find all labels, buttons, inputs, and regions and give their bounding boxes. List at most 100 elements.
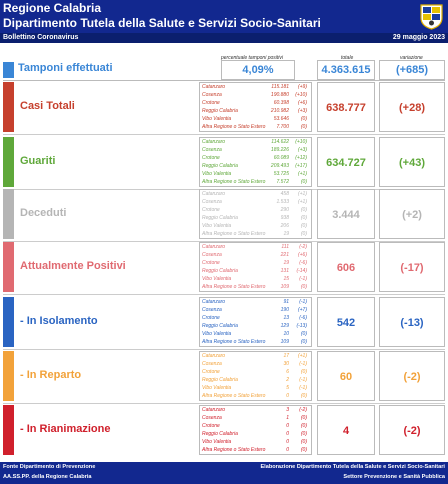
province-name: Vibo Valentia <box>202 171 232 177</box>
province-table: Catanzaro 114.622 (+10) Cosenza 189.226 (+3) C… <box>199 137 312 187</box>
section-attualmente: Attualmente Positivi Catanzaro 111 (-2) Cose… <box>0 242 448 292</box>
province-value: 60.398 <box>273 100 289 106</box>
section-label: - In Rianimazione <box>20 423 111 435</box>
divider <box>3 294 445 295</box>
province-value: 189.226 <box>270 147 289 153</box>
bulletin-bar: Bollettino Coronavirus 29 maggio 2023 <box>0 33 448 43</box>
province-row: Vibo Valentia 53.646 (0) <box>200 115 311 123</box>
section-color-bar <box>3 351 14 401</box>
province-value: 10 <box>283 331 289 337</box>
province-name: Crotone <box>202 260 220 266</box>
province-row: Cosenza 190.880 (+10) <box>200 91 311 99</box>
section-variation: (-13) <box>379 297 445 347</box>
province-delta: (0) <box>300 124 307 130</box>
province-name: Reggio Calabria <box>202 268 238 274</box>
province-delta: (+9) <box>297 84 307 90</box>
province-row: Vibo Valentia 0 (0) <box>200 438 311 446</box>
province-name: Cosenza <box>202 147 222 153</box>
header-bar: Regione Calabria Dipartimento Tutela del… <box>0 0 448 33</box>
province-value: 17 <box>283 353 289 359</box>
province-row: Reggio Calabria 210.982 (+3) <box>200 107 311 115</box>
province-name: Cosenza <box>202 199 222 205</box>
province-name: Reggio Calabria <box>202 215 238 221</box>
province-name: Catanzaro <box>202 139 226 145</box>
province-value: 190 <box>280 307 289 313</box>
col-header-percent: percentuale tamponi positivi <box>221 55 283 61</box>
footer-sector: Settore Prevenzione e Sanità Pubblica <box>343 474 445 480</box>
footer-elaboration: Elaborazione Dipartimento Tutela della S… <box>260 464 445 470</box>
department-title: Dipartimento Tutela della Salute e Servi… <box>3 16 321 30</box>
section-variation: (+2) <box>379 189 445 239</box>
coat-of-arms-icon <box>419 3 444 30</box>
province-name: Crotone <box>202 423 220 429</box>
province-name: Altra Regione o Stato Estero <box>202 124 266 130</box>
province-value: 458 <box>280 191 289 197</box>
section-label: - In Isolamento <box>20 315 98 327</box>
province-value: 131 <box>280 268 289 274</box>
tamponi-percent: 4,09% <box>221 60 295 80</box>
province-table: Catanzaro 458 (+1) Cosenza 1.533 (+1) Crotone 2… <box>199 189 312 239</box>
province-value: 7.700 <box>276 124 289 130</box>
province-name: Vibo Valentia <box>202 331 232 337</box>
province-row: Crotone 19 (-6) <box>200 259 311 267</box>
province-value: 91 <box>283 299 289 305</box>
section-reparto: - In Reparto Catanzaro 17 (+1) Cosenza 30 (-1)… <box>0 351 448 401</box>
province-name: Vibo Valentia <box>202 439 232 445</box>
province-name: Reggio Calabria <box>202 108 238 114</box>
bulletin-label: Bollettino Coronavirus <box>3 34 79 41</box>
province-delta: (+6) <box>297 252 307 258</box>
province-delta: (0) <box>300 231 307 237</box>
province-delta: (0) <box>300 331 307 337</box>
province-delta: (-13) <box>296 323 307 329</box>
section-rianimazione: - In Rianimazione Catanzaro 3 (-2) Cosenza 1 (… <box>0 405 448 455</box>
section-isolamento: - In Isolamento Catanzaro 91 (-1) Cosenza 190… <box>0 297 448 347</box>
section-color-bar <box>3 82 14 132</box>
province-delta: (0) <box>300 284 307 290</box>
province-row: Crotone 6 (0) <box>200 368 311 376</box>
province-name: Reggio Calabria <box>202 163 238 169</box>
province-value: 30 <box>283 361 289 367</box>
province-row: Cosenza 1 (0) <box>200 414 311 422</box>
province-name: Altra Regione o Stato Estero <box>202 179 266 185</box>
province-name: Altra Regione o Stato Estero <box>202 393 266 399</box>
province-delta: (0) <box>300 215 307 221</box>
province-row: Altra Regione o Stato Estero 0 (0) <box>200 392 311 400</box>
province-value: 1 <box>286 415 289 421</box>
province-row: Cosenza 189.226 (+3) <box>200 146 311 154</box>
section-variation: (-2) <box>379 405 445 455</box>
province-value: 190.880 <box>270 92 289 98</box>
province-row: Vibo Valentia 206 (0) <box>200 222 311 230</box>
section-total: 4 <box>317 405 375 455</box>
tamponi-color-bar <box>3 62 14 78</box>
province-value: 109 <box>280 284 289 290</box>
province-row: Reggio Calabria 129 (-13) <box>200 322 311 330</box>
province-value: 5 <box>286 385 289 391</box>
province-row: Reggio Calabria 131 (-14) <box>200 267 311 275</box>
province-row: Vibo Valentia 53.725 (+1) <box>200 170 311 178</box>
province-delta: (-1) <box>299 276 307 282</box>
province-row: Crotone 60.398 (+6) <box>200 99 311 107</box>
province-delta: (+1) <box>297 199 307 205</box>
province-delta: (0) <box>300 447 307 453</box>
province-delta: (+17) <box>295 163 307 169</box>
province-name: Cosenza <box>202 92 222 98</box>
province-name: Catanzaro <box>202 244 226 250</box>
province-name: Vibo Valentia <box>202 276 232 282</box>
section-label: - In Reparto <box>20 369 82 381</box>
section-total: 606 <box>317 242 375 292</box>
province-delta: (+1) <box>297 353 307 359</box>
province-value: 114.622 <box>271 139 289 145</box>
province-row: Cosenza 1.533 (+1) <box>200 198 311 206</box>
province-name: Reggio Calabria <box>202 377 238 383</box>
footer-source: Fonte Dipartimento di Prevenzione <box>3 464 96 470</box>
province-row: Cosenza 190 (+7) <box>200 306 311 314</box>
province-value: 938 <box>280 215 289 221</box>
province-delta: (-1) <box>299 361 307 367</box>
province-value: 209.493 <box>270 163 289 169</box>
province-name: Catanzaro <box>202 299 226 305</box>
province-delta: (-6) <box>299 315 307 321</box>
province-delta: (+6) <box>297 100 307 106</box>
section-total: 638.777 <box>317 82 375 132</box>
province-table: Catanzaro 111 (-2) Cosenza 221 (+6) Crotone 19 (… <box>199 242 312 292</box>
section-guariti: Guariti Catanzaro 114.622 (+10) Cosenza 189.2… <box>0 137 448 187</box>
